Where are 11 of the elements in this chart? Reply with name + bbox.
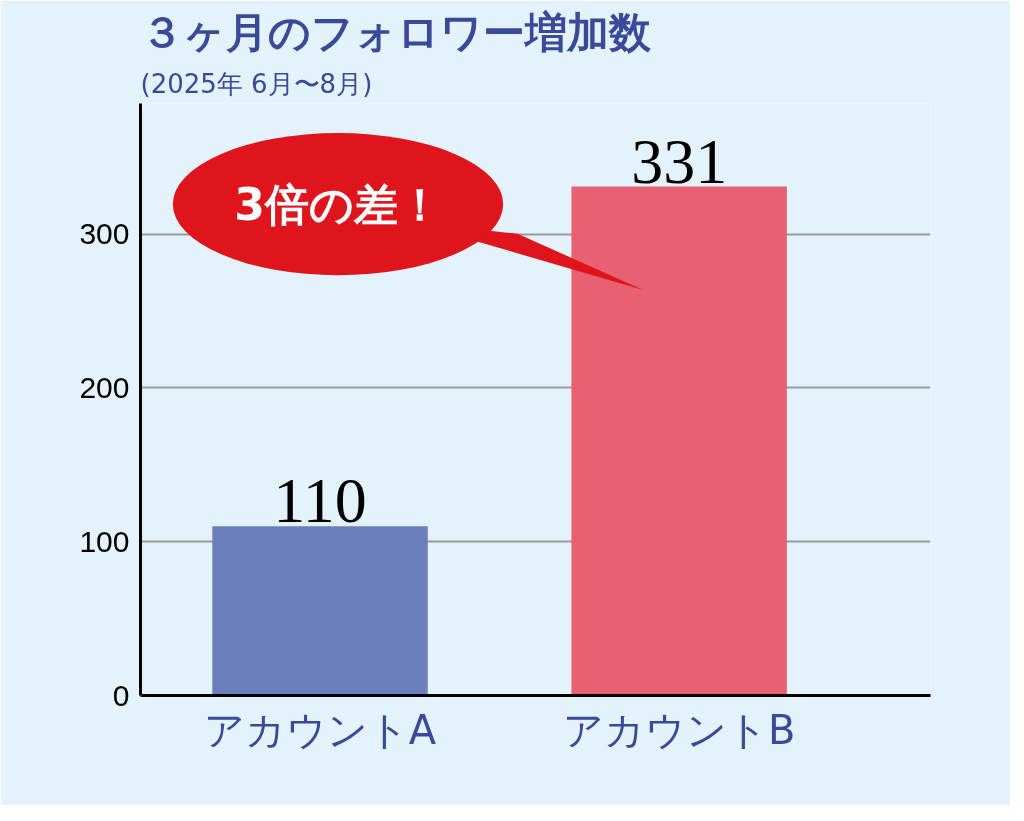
y-tick-label: 200 [79, 370, 130, 404]
y-tick-label: 100 [79, 524, 130, 558]
x-tick-label: アカウントA [203, 706, 437, 753]
annotation: 3倍の差！ [234, 178, 442, 230]
data-label: 331 [631, 125, 728, 197]
x-tick-label: アカウントB [562, 706, 796, 753]
data-label: 110 [273, 465, 367, 537]
chart-title: ３ヶ月のフォロワー増加数 [140, 7, 652, 57]
y-tick-label: 300 [79, 217, 130, 251]
chart-subtitle: (2025年 6月〜8月) [140, 68, 373, 99]
y-tick-label: 0 [112, 678, 130, 712]
